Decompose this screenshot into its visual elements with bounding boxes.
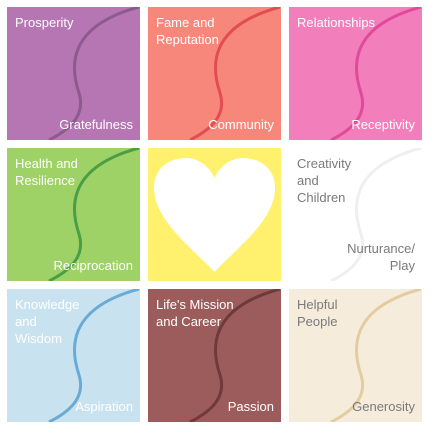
area-quality: Passion — [227, 399, 274, 414]
area-title: Relationships — [297, 15, 376, 30]
s-curve — [48, 148, 140, 281]
tile-helpful-people: Helpful People Generosity — [289, 289, 422, 422]
area-quality: Gratefulness — [59, 117, 133, 132]
area-quality: Aspiration — [75, 399, 133, 414]
s-curve — [48, 7, 140, 140]
s-curve — [330, 289, 422, 422]
heart-icon — [154, 158, 275, 272]
area-title: Knowledge and Wisdom — [15, 297, 80, 346]
area-title: Creativity and Children — [297, 156, 352, 205]
s-curve — [330, 7, 422, 140]
tile-relationships: Relationships Receptivity — [289, 7, 422, 140]
s-curve — [330, 148, 422, 281]
area-title: Health and Resilience — [15, 156, 78, 188]
s-curve — [189, 289, 281, 422]
tile-center-heart — [148, 148, 281, 281]
area-title: Life's Mission and Career — [156, 297, 234, 329]
area-title: Helpful People — [297, 297, 338, 329]
area-quality: Nurturance/ Play — [347, 241, 415, 273]
area-title: Fame and Reputation — [156, 15, 219, 47]
area-quality: Reciprocation — [53, 258, 134, 273]
tile-lifes-mission-and-career: Life's Mission and Career Passion — [148, 289, 281, 422]
tile-creativity-and-children: Creativity and Children Nurturance/ Play — [289, 148, 422, 281]
s-curve — [189, 7, 281, 140]
tile-knowledge-and-wisdom: Knowledge and Wisdom Aspiration — [7, 289, 140, 422]
tile-health-and-resilience: Health and Resilience Reciprocation — [7, 148, 140, 281]
tile-prosperity: Prosperity Gratefulness — [7, 7, 140, 140]
area-quality: Receptivity — [351, 117, 415, 132]
area-title: Prosperity — [15, 15, 74, 30]
area-quality: Generosity — [352, 399, 415, 414]
area-quality: Community — [208, 117, 274, 132]
s-curve — [48, 289, 140, 422]
tile-fame-and-reputation: Fame and Reputation Community — [148, 7, 281, 140]
